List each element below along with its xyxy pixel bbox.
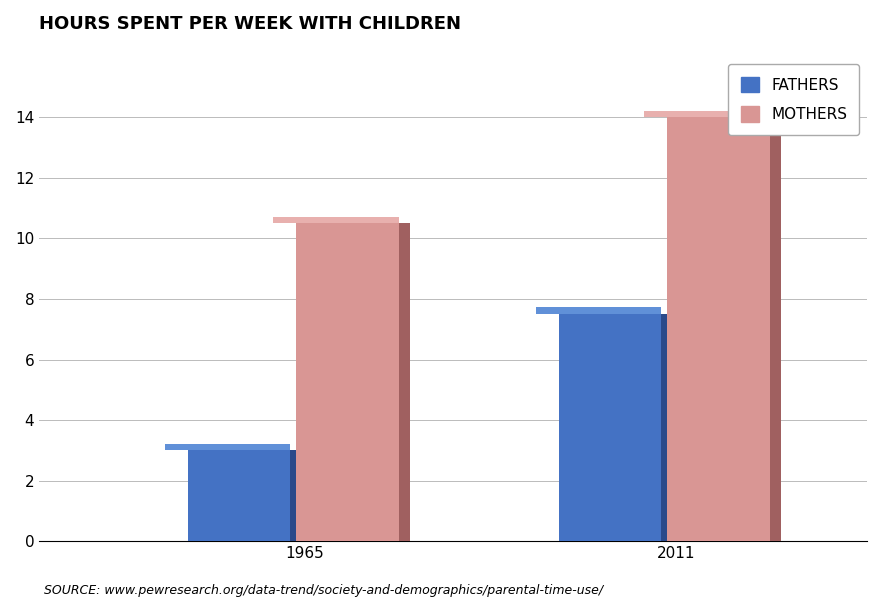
- Bar: [165, 443, 290, 451]
- Text: SOURCE: www.pewresearch.org/data-trend/society-and-demographics/parental-time-us: SOURCE: www.pewresearch.org/data-trend/s…: [44, 584, 603, 597]
- Bar: [273, 217, 399, 223]
- Bar: [667, 118, 770, 541]
- Bar: [387, 223, 410, 541]
- Bar: [188, 451, 290, 541]
- Bar: [759, 118, 781, 541]
- Bar: [279, 451, 302, 541]
- Bar: [296, 223, 399, 541]
- Text: HOURS SPENT PER WEEK WITH CHILDREN: HOURS SPENT PER WEEK WITH CHILDREN: [39, 15, 461, 33]
- Bar: [558, 314, 662, 541]
- Bar: [650, 314, 673, 541]
- Bar: [536, 307, 662, 314]
- Bar: [645, 110, 770, 118]
- Legend: FATHERS, MOTHERS: FATHERS, MOTHERS: [729, 64, 859, 134]
